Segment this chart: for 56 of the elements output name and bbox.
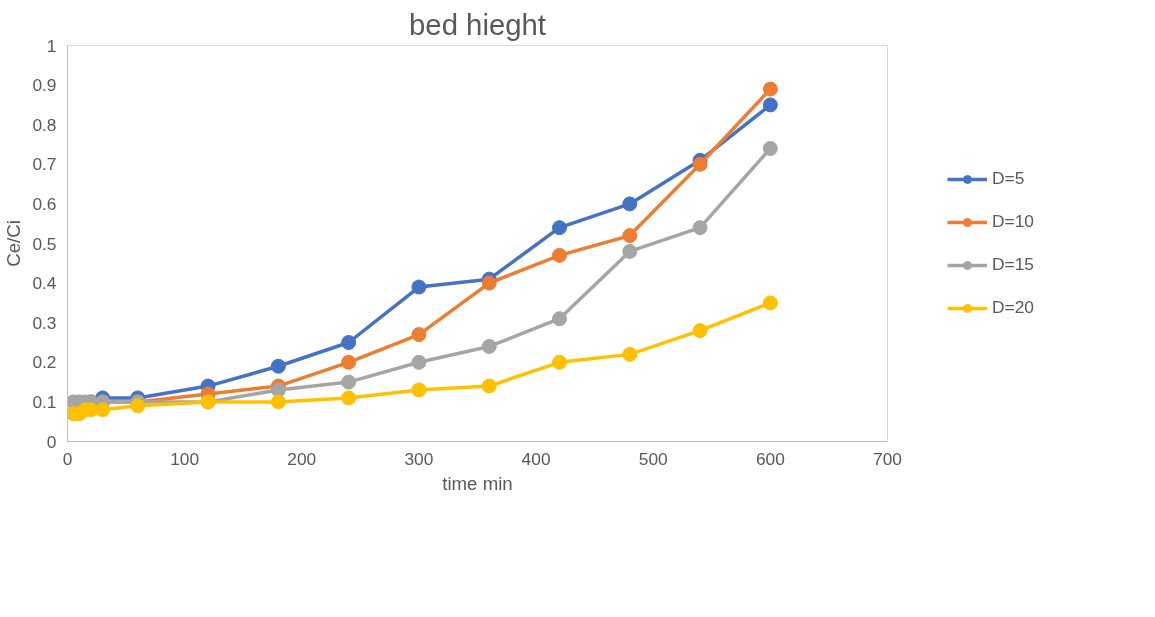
point bbox=[270, 394, 286, 410]
x-tick-label: 600 bbox=[755, 448, 785, 469]
point bbox=[411, 327, 427, 343]
point bbox=[552, 220, 567, 236]
point bbox=[622, 243, 638, 259]
point bbox=[130, 398, 146, 414]
x-tick-label: 500 bbox=[638, 448, 668, 469]
legend-label: D=10 bbox=[992, 211, 1034, 232]
y-tick-label: 0.1 bbox=[32, 391, 57, 412]
legend-label: D=15 bbox=[992, 254, 1034, 275]
point bbox=[341, 390, 357, 406]
point bbox=[411, 354, 427, 370]
point bbox=[481, 378, 497, 394]
point bbox=[411, 279, 427, 295]
legend-label: D=20 bbox=[992, 297, 1034, 318]
x-tick-label: 0 bbox=[62, 448, 73, 469]
y-tick-label: 0.4 bbox=[32, 273, 57, 294]
point bbox=[552, 311, 567, 327]
point bbox=[481, 275, 497, 291]
y-tick-label: 0.3 bbox=[32, 312, 57, 333]
point bbox=[692, 323, 708, 339]
y-tick-label: 0 bbox=[46, 431, 57, 452]
x-tick-label: 700 bbox=[873, 448, 902, 469]
point bbox=[552, 247, 567, 263]
point bbox=[762, 97, 778, 113]
point bbox=[622, 346, 638, 362]
y-tick-label: 0.8 bbox=[32, 114, 57, 135]
x-tick-label: 300 bbox=[404, 448, 434, 469]
point bbox=[341, 354, 357, 370]
y-tick-label: 1 bbox=[46, 35, 57, 56]
point bbox=[762, 140, 778, 156]
point bbox=[95, 402, 111, 418]
point bbox=[552, 354, 567, 370]
point bbox=[270, 358, 286, 374]
point bbox=[411, 382, 427, 398]
y-axis-title: Ce/Ci bbox=[3, 220, 25, 267]
point bbox=[341, 335, 357, 350]
y-tick-label: 0.9 bbox=[32, 75, 57, 96]
point bbox=[481, 338, 497, 354]
x-tick-label: 400 bbox=[521, 448, 551, 469]
point bbox=[692, 156, 708, 172]
x-tick-label: 100 bbox=[170, 448, 200, 469]
chart-title: bed hieght bbox=[409, 7, 547, 41]
point bbox=[341, 374, 357, 390]
x-axis-title: time min bbox=[442, 472, 513, 494]
legend-label: D=5 bbox=[992, 168, 1025, 189]
point bbox=[692, 220, 708, 236]
point bbox=[622, 228, 638, 244]
y-tick-label: 0.6 bbox=[32, 193, 57, 214]
y-tick-label: 0.2 bbox=[32, 352, 57, 373]
x-tick-label: 200 bbox=[287, 448, 317, 469]
point bbox=[622, 196, 638, 212]
y-tick-label: 0.7 bbox=[32, 154, 57, 175]
point bbox=[762, 295, 778, 311]
point bbox=[762, 81, 778, 97]
y-tick-label: 0.5 bbox=[32, 233, 57, 254]
